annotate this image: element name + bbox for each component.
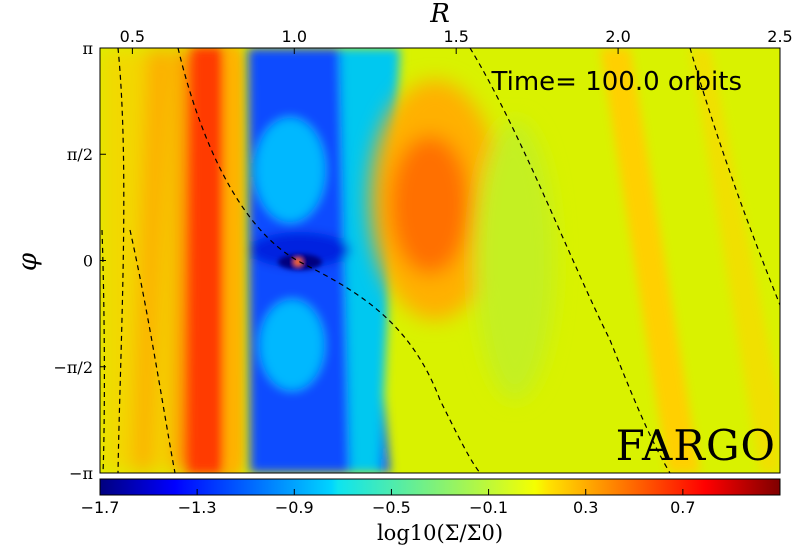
gap-upper-lobe (255, 118, 325, 222)
outer-wake-curve-1 (469, 48, 671, 473)
x-tick-label: 1.5 (443, 27, 468, 46)
inner-peak-band (188, 48, 222, 473)
y-axis-label: φ (13, 252, 43, 271)
fargo-label: FARGO (616, 421, 776, 470)
y-tick-label: −π (69, 464, 93, 483)
outer-wake-curve-2 (689, 48, 780, 306)
gap-inner-edge (225, 48, 239, 473)
y-tick-label: −π/2 (54, 358, 94, 377)
colorbar-axis: −1.7 −1.3 −0.9 −0.5 −0.1 0.3 0.7 (81, 489, 696, 517)
planet-marker (294, 258, 302, 266)
colorbar-tick-label: −0.9 (275, 498, 314, 517)
colorbar-label: log10(Σ/Σ0) (377, 521, 503, 545)
left-axis: π π/2 0 −π/2 −π (54, 39, 106, 483)
x-tick-label: 2.0 (605, 27, 630, 46)
planet-horseshoe-low (250, 232, 350, 268)
colorbar-tick-label: −0.1 (469, 498, 508, 517)
colorbar (99, 478, 781, 496)
planet-wake-curve (177, 48, 481, 473)
inner-wake-curve-3 (129, 229, 176, 473)
y-tick-label: π/2 (67, 145, 93, 164)
time-annotation: Time= 100.0 orbits (491, 67, 742, 97)
x-tick-label: 2.5 (767, 27, 792, 46)
colorbar-tick-label: −1.7 (81, 498, 120, 517)
outer-spiral-band (600, 48, 700, 473)
x-tick-label: 1.0 (282, 27, 307, 46)
gap-lower-lobe (260, 300, 324, 390)
top-axis: 0.5 1.0 1.5 2.0 2.5 (120, 27, 793, 54)
y-tick-label: 0 (83, 252, 93, 271)
inner-wake-curve-2 (101, 229, 105, 473)
inner-spiral-band (135, 48, 170, 473)
post-vortex-trough (475, 120, 555, 400)
y-tick-label: π (82, 39, 93, 58)
x-tick-label: 0.5 (120, 27, 145, 46)
density-heatmap (100, 48, 780, 473)
spiral-wakes (101, 48, 780, 473)
outer-spiral-band-2 (690, 48, 780, 473)
vortex-core (390, 135, 470, 275)
x-axis-label: R (429, 0, 450, 29)
colorbar-tick-label: 0.7 (670, 498, 695, 517)
colorbar-tick-label: −1.3 (178, 498, 217, 517)
inner-wake-curve-1 (117, 48, 125, 473)
colorbar-tick-label: 0.3 (573, 498, 598, 517)
colorbar-tick-label: −0.5 (372, 498, 411, 517)
